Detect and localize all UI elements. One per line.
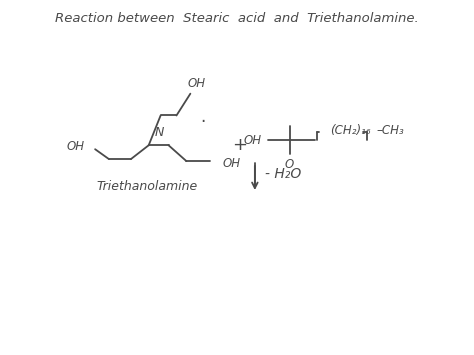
Text: OH: OH (187, 77, 205, 90)
Text: .: . (201, 109, 206, 126)
Text: OH: OH (222, 157, 240, 170)
Text: OH: OH (244, 134, 262, 147)
Text: Triethanolamine: Triethanolamine (96, 180, 197, 193)
Text: - H₂O: - H₂O (265, 167, 301, 181)
Text: OH: OH (66, 140, 84, 153)
Text: Reaction between  Stearic  acid  and  Triethanolamine.: Reaction between Stearic acid and Trieth… (55, 12, 419, 25)
Text: N: N (155, 126, 164, 139)
Text: O: O (285, 158, 294, 171)
Text: –CH₃: –CH₃ (377, 124, 405, 137)
Text: +: + (232, 136, 247, 154)
Text: (CH₂)₁₆: (CH₂)₁₆ (330, 124, 371, 137)
